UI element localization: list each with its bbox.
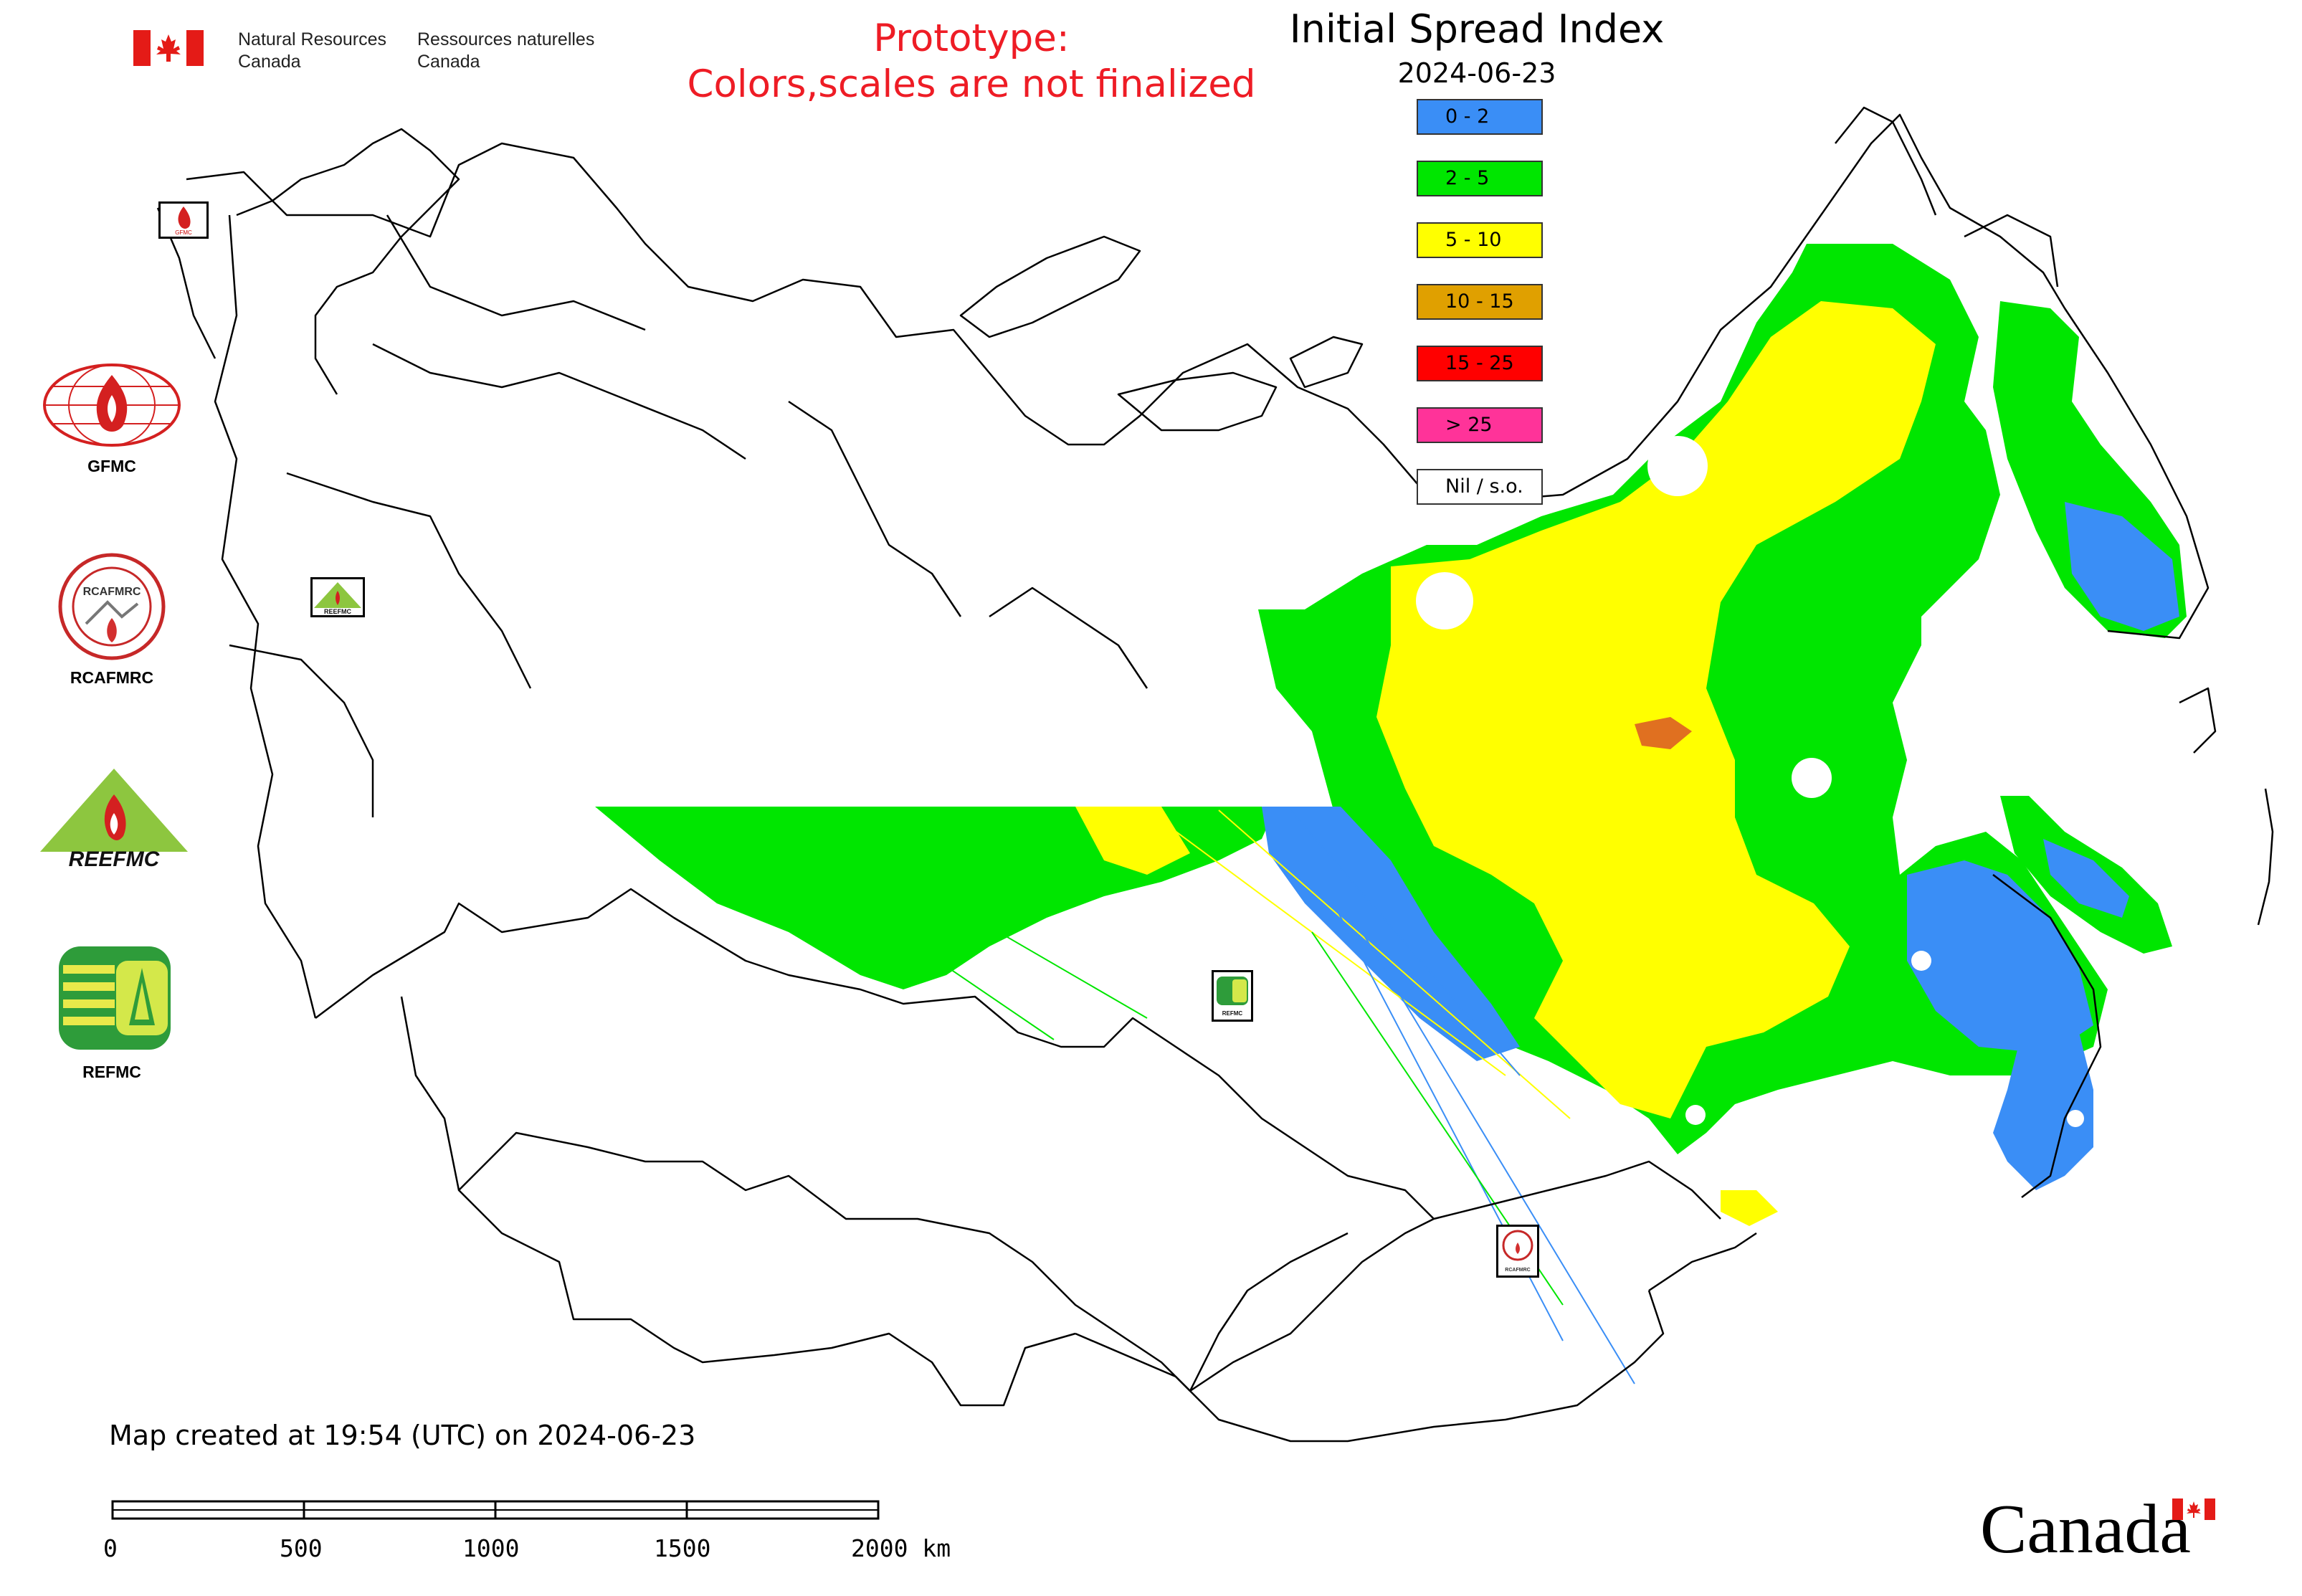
legend-item-3: 10 - 15: [1417, 284, 1543, 320]
nrc-french-name: Ressources naturelles Canada: [417, 29, 595, 72]
canada-wordmark: Canada: [1980, 1491, 2191, 1568]
rcafmrc-map-marker: RCAFMRC: [1496, 1225, 1539, 1278]
canada-flag-icon: [133, 30, 204, 66]
gfmc-label: GFMC: [87, 457, 136, 475]
legend-item-6: Nil / s.o.: [1417, 469, 1543, 505]
gfmc-logo-icon: [43, 364, 181, 447]
rcafmrc-mini-icon: RCAFMRC: [1502, 1230, 1533, 1273]
prototype-notice: Prototype: Colors,scales are not finaliz…: [687, 16, 1256, 106]
isi-region-sakhalin-blue: [2043, 839, 2129, 918]
reefmc-mini-text: REEFMC: [324, 608, 352, 615]
reefmc-logo-text: REEFMC: [69, 847, 161, 871]
map-date: 2024-06-23: [1397, 57, 1556, 89]
reefmc-logo-icon: REEFMC: [40, 769, 188, 871]
reefmc-mini-icon: REEFMC: [314, 582, 361, 615]
refmc-label: REFMC: [82, 1063, 141, 1081]
scale-label-1500: 1500: [654, 1534, 711, 1562]
boundaries: [156, 106, 2274, 1443]
isi-region-orange: [1635, 717, 1692, 749]
scale-label-1000: 1000: [462, 1534, 520, 1562]
legend-item-2: 5 - 10: [1417, 222, 1543, 258]
isi-coverage: [595, 244, 2187, 1384]
scale-bar: [111, 1500, 880, 1520]
legend-item-5: > 25: [1417, 407, 1543, 443]
refmc-map-marker: REFMC: [1212, 970, 1253, 1022]
nrc-english-name: Natural Resources Canada: [238, 29, 387, 72]
rcafmrc-logo-icon: RCAFMRC: [58, 553, 166, 660]
rcafmrc-label: RCAFMRC: [70, 668, 154, 687]
refmc-mini-icon: REFMC: [1217, 977, 1248, 1017]
scale-label-500: 500: [280, 1534, 323, 1562]
rcafmrc-mini-text: RCAFMRC: [1505, 1268, 1530, 1273]
map-title: Initial Spread Index: [1289, 6, 1665, 52]
scale-label-2000: 2000 km: [851, 1534, 951, 1562]
isi-region-coast-blue: [1993, 1032, 2093, 1190]
isi-streak-yellow: [1075, 807, 1190, 875]
gfmc-mini-text: GFMC: [175, 229, 192, 236]
gfmc-mini-icon: GFMC: [175, 206, 192, 236]
canada-wordmark-flag-icon: [2172, 1498, 2215, 1520]
refmc-mini-text: REFMC: [1222, 1010, 1243, 1017]
refmc-logo-icon: [59, 946, 171, 1050]
gfmc-map-marker: GFMC: [158, 201, 209, 239]
isi-region-south-yellow: [1721, 1190, 1778, 1226]
legend-item-1: 2 - 5: [1417, 161, 1543, 196]
legend-item-4: 15 - 25: [1417, 346, 1543, 381]
isi-region-yellow: [1376, 301, 1936, 1118]
legend: 0 - 2 2 - 5 5 - 10 10 - 15 15 - 25 > 25 Nil / …: [1417, 99, 1543, 531]
isi-streak-blue: [1262, 807, 1520, 1061]
legend-item-0: 0 - 2: [1417, 99, 1543, 135]
map-created-timestamp: Map created at 19:54 (UTC) on 2024-06-23: [109, 1420, 696, 1451]
reefmc-map-marker: REEFMC: [310, 577, 365, 617]
rcafmrc-ring-text: RCAFMRC: [83, 586, 141, 598]
scale-label-0: 0: [103, 1534, 118, 1562]
isi-region-kamchatka-blue: [2065, 502, 2179, 631]
isi-region-east-blue: [1907, 860, 2093, 1054]
